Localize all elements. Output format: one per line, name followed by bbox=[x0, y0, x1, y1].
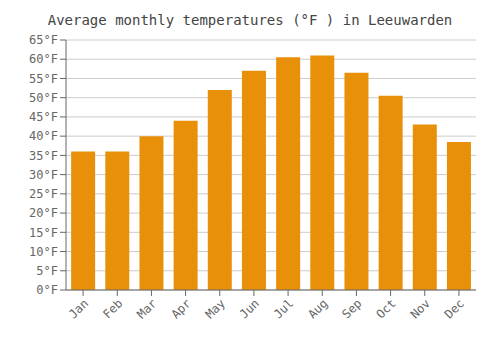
svg-text:Oct: Oct bbox=[373, 296, 398, 321]
svg-text:0°F: 0°F bbox=[36, 283, 58, 297]
svg-text:Mar: Mar bbox=[134, 296, 159, 321]
svg-text:Jun: Jun bbox=[237, 296, 262, 321]
svg-text:Feb: Feb bbox=[100, 296, 125, 321]
svg-text:Apr: Apr bbox=[168, 296, 193, 321]
html-text:Average monthly temperatures (: Average monthly temperatures (°F ) in Le… bbox=[47, 12, 453, 28]
svg-text:40°F: 40°F bbox=[29, 129, 58, 143]
svg-text:Jul: Jul bbox=[271, 296, 296, 321]
svg-text:Aug: Aug bbox=[305, 296, 330, 321]
svg-text:30°F: 30°F bbox=[29, 168, 58, 182]
svg-text:50°F: 50°F bbox=[29, 91, 58, 105]
svg-text:5°F: 5°F bbox=[36, 264, 58, 278]
svg-text:Sep: Sep bbox=[339, 296, 364, 321]
svg-text:20°F: 20°F bbox=[29, 206, 58, 220]
svg-text:45°F: 45°F bbox=[29, 110, 58, 124]
svg-text:Nov: Nov bbox=[408, 296, 433, 321]
svg-text:Dec: Dec bbox=[442, 296, 467, 321]
svg-text:10°F: 10°F bbox=[29, 245, 58, 259]
svg-text:15°F: 15°F bbox=[29, 226, 58, 240]
svg-text:May: May bbox=[203, 296, 228, 321]
svg-text:25°F: 25°F bbox=[29, 187, 58, 201]
svg-text:Jan: Jan bbox=[66, 296, 91, 321]
svg-text:35°F: 35°F bbox=[29, 149, 58, 163]
svg-text:65°F: 65°F bbox=[29, 33, 58, 47]
svg-text:60°F: 60°F bbox=[29, 52, 58, 66]
svg-text:55°F: 55°F bbox=[29, 72, 58, 86]
